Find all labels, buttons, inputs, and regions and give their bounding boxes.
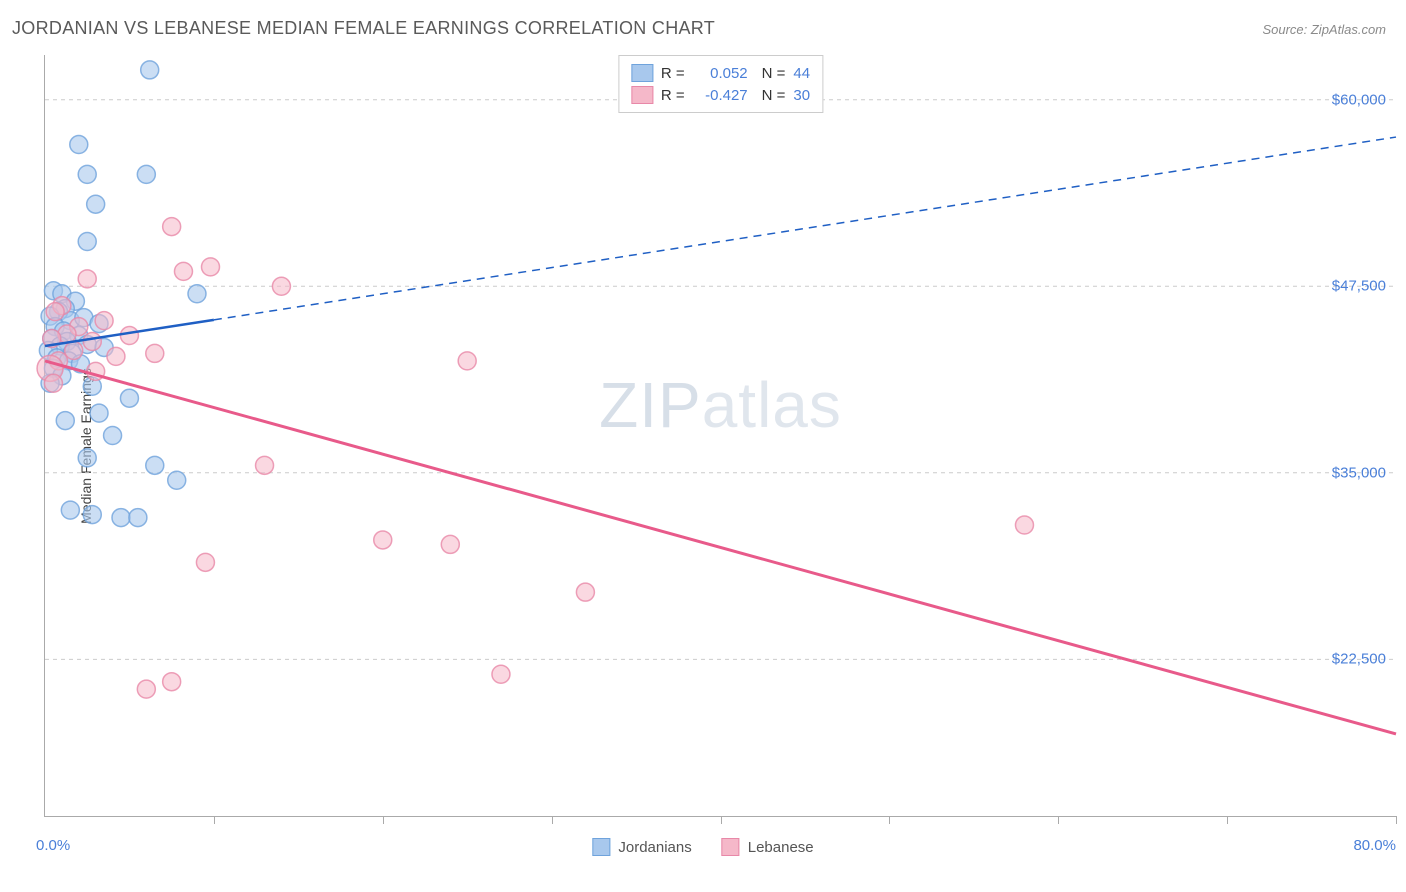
x-tick bbox=[889, 816, 890, 824]
y-tick-label: $47,500 bbox=[1332, 278, 1386, 295]
n-value-jordanians: 44 bbox=[793, 65, 810, 82]
legend-swatch-jordanians bbox=[592, 838, 610, 856]
x-tick bbox=[1058, 816, 1059, 824]
stats-legend: R = 0.052 N = 44 R = -0.427 N = 30 bbox=[618, 55, 823, 113]
x-tick bbox=[552, 816, 553, 824]
r-value-lebanese: -0.427 bbox=[693, 87, 748, 104]
x-axis-max-label: 80.0% bbox=[1353, 837, 1396, 854]
chart-container: { "title": "JORDANIAN VS LEBANESE MEDIAN… bbox=[0, 0, 1406, 892]
legend-label-jordanians: Jordanians bbox=[618, 839, 691, 856]
x-tick bbox=[1396, 816, 1397, 824]
stats-row-jordanians: R = 0.052 N = 44 bbox=[631, 62, 810, 84]
x-tick bbox=[383, 816, 384, 824]
legend-swatch-lebanese bbox=[722, 838, 740, 856]
series-legend: Jordanians Lebanese bbox=[592, 838, 813, 856]
n-value-lebanese: 30 bbox=[793, 87, 810, 104]
source-attribution: Source: ZipAtlas.com bbox=[1262, 22, 1386, 37]
x-axis-min-label: 0.0% bbox=[36, 837, 70, 854]
y-tick-label: $60,000 bbox=[1332, 91, 1386, 108]
legend-item-lebanese: Lebanese bbox=[722, 838, 814, 856]
x-tick bbox=[721, 816, 722, 824]
x-tick bbox=[1227, 816, 1228, 824]
n-label: N = bbox=[762, 65, 786, 82]
chart-svg bbox=[45, 55, 1396, 816]
swatch-jordanians bbox=[631, 64, 653, 82]
r-label: R = bbox=[661, 87, 685, 104]
y-tick-label: $22,500 bbox=[1332, 651, 1386, 668]
x-tick bbox=[214, 816, 215, 824]
plot-area: ZIPatlas R = 0.052 N = 44 R = -0.427 N =… bbox=[44, 55, 1396, 817]
r-value-jordanians: 0.052 bbox=[693, 65, 748, 82]
legend-label-lebanese: Lebanese bbox=[748, 839, 814, 856]
stats-row-lebanese: R = -0.427 N = 30 bbox=[631, 84, 810, 106]
chart-title: JORDANIAN VS LEBANESE MEDIAN FEMALE EARN… bbox=[12, 18, 715, 39]
legend-item-jordanians: Jordanians bbox=[592, 838, 691, 856]
n-label: N = bbox=[762, 87, 786, 104]
r-label: R = bbox=[661, 65, 685, 82]
y-tick-label: $35,000 bbox=[1332, 464, 1386, 481]
swatch-lebanese bbox=[631, 86, 653, 104]
